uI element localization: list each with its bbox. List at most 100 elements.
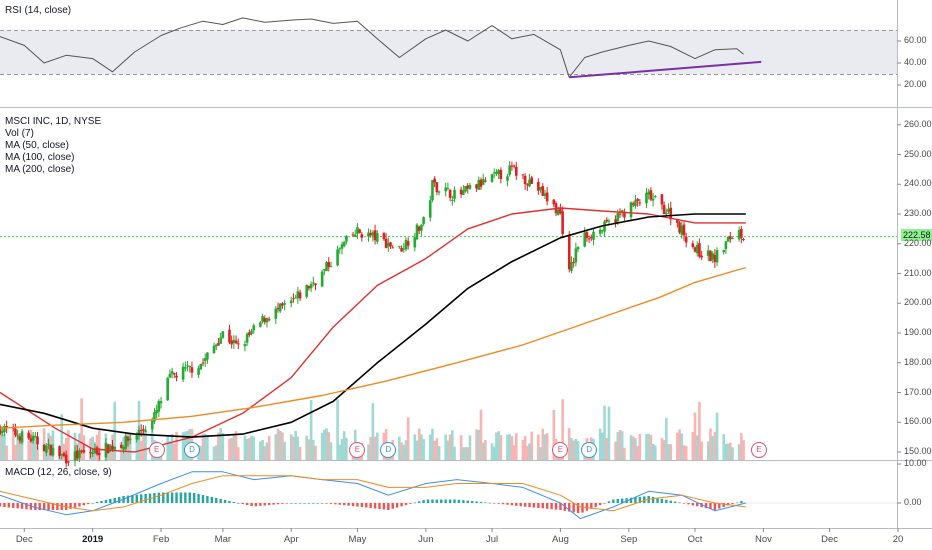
candle-body (585, 232, 589, 238)
main-legend[interactable]: MSCI INC, 1D, NYSE Vol (7) MA (50, close… (5, 116, 101, 176)
volume-bar (402, 444, 406, 460)
volume-bar (323, 429, 326, 460)
volume-bar (464, 447, 467, 460)
price-tick-label: 190.00 (904, 327, 932, 337)
earnings-event-marker[interactable]: E (349, 442, 366, 458)
macd-histogram-bar (382, 503, 386, 510)
macd-histogram-bar (612, 499, 615, 503)
volume-bar (327, 432, 331, 460)
candle-body (219, 337, 222, 344)
price-tick-label: 230.00 (904, 208, 932, 218)
candle-body (649, 190, 653, 200)
candle-body (263, 318, 267, 323)
dividend-event-marker[interactable]: D (380, 442, 397, 458)
earnings-event-marker[interactable]: E (148, 442, 165, 458)
macd-histogram-bar (197, 493, 200, 503)
macd-histogram-bar (603, 503, 606, 504)
candle-body (398, 246, 401, 248)
earnings-event-marker[interactable]: E (750, 442, 767, 458)
volume-bar (667, 444, 670, 460)
volume-bar (281, 432, 284, 460)
volume-bar (435, 438, 439, 460)
candle-body (526, 184, 529, 186)
candle-body (175, 375, 178, 378)
candle-body (201, 362, 205, 364)
candle-body (250, 330, 253, 334)
dividend-event-marker[interactable]: D (183, 442, 200, 458)
candle-body (601, 230, 604, 232)
volume-bar (711, 436, 714, 460)
macd-histogram-bar (245, 503, 249, 506)
candle-body (737, 230, 741, 240)
macd-histogram-bar (140, 494, 143, 503)
candle-body (369, 233, 372, 236)
candle-body (552, 199, 556, 205)
candle-body (181, 366, 185, 380)
volume-bar (740, 433, 743, 460)
symbol-title[interactable]: MSCI INC, 1D, NYSE (5, 116, 102, 127)
macd-legend[interactable]: MACD (12, 26, close, 9) (5, 467, 112, 478)
macd-histogram-bar (682, 503, 686, 504)
volume-bar (477, 430, 481, 460)
candle-body (631, 203, 635, 205)
candle-body (435, 182, 439, 193)
candle-body (274, 308, 278, 319)
indicator-ma50[interactable]: MA (50, close) (5, 140, 69, 151)
candle-body (464, 185, 467, 192)
volume-bar (453, 446, 456, 460)
macd-histogram-bar (687, 503, 690, 505)
earnings-event-marker[interactable]: E (552, 442, 569, 458)
macd-tick-label: 0.00 (904, 497, 922, 507)
macd-histogram-bar (276, 503, 280, 505)
indicator-ma100[interactable]: MA (100, close) (5, 152, 75, 163)
volume-bar (479, 409, 483, 460)
volume-bar (629, 435, 633, 460)
volume-bar (336, 399, 339, 460)
candle-body (78, 450, 81, 459)
macd-histogram-bar (272, 503, 275, 505)
price-tick-label: 180.00 (904, 356, 932, 367)
candle-body (234, 340, 238, 344)
indicator-ma200[interactable]: MA (200, close) (5, 164, 75, 175)
volume-bar (312, 439, 315, 460)
candle-body (715, 250, 719, 263)
macd-histogram-bar (479, 501, 483, 503)
volume-bar (446, 440, 450, 460)
macd-histogram-bar (422, 500, 425, 503)
macd-histogram-bar (25, 503, 28, 510)
candle-body (422, 217, 425, 224)
macd-histogram-bar (303, 503, 306, 504)
macd-histogram-bar (56, 503, 59, 511)
candle-body (406, 241, 410, 246)
candle-body (144, 430, 147, 432)
macd-histogram-bar (651, 496, 655, 503)
candle-body (724, 241, 728, 250)
volume-bar (567, 428, 571, 460)
price-tick-label: 250.00 (904, 148, 932, 159)
price-tick-label: 150.00 (904, 446, 932, 456)
candle-body (320, 271, 324, 287)
volume-bar (499, 435, 503, 460)
volume-bar (124, 447, 128, 460)
rsi-legend[interactable]: RSI (14, close) (5, 5, 72, 16)
volume-bar (203, 433, 207, 460)
volume-bar (484, 440, 487, 460)
macd-histogram-bar (281, 503, 284, 504)
macd-histogram-bar (678, 502, 681, 504)
volume-bar (475, 429, 478, 460)
indicator-vol[interactable]: Vol (7) (5, 128, 34, 139)
macd-histogram-bar (572, 503, 575, 513)
volume-bar (742, 440, 745, 460)
volume-bar (695, 435, 699, 460)
candle-body (18, 436, 22, 441)
candle-body (541, 186, 545, 196)
volume-bar (219, 428, 222, 460)
time-tick-label: 20 (892, 534, 904, 545)
macd-histogram-bar (673, 501, 677, 503)
volume-bar (296, 436, 300, 460)
volume-bar (398, 436, 401, 460)
volume-bar (181, 432, 185, 460)
macd-histogram-bar (166, 492, 169, 503)
dividend-event-marker[interactable]: D (581, 442, 598, 458)
